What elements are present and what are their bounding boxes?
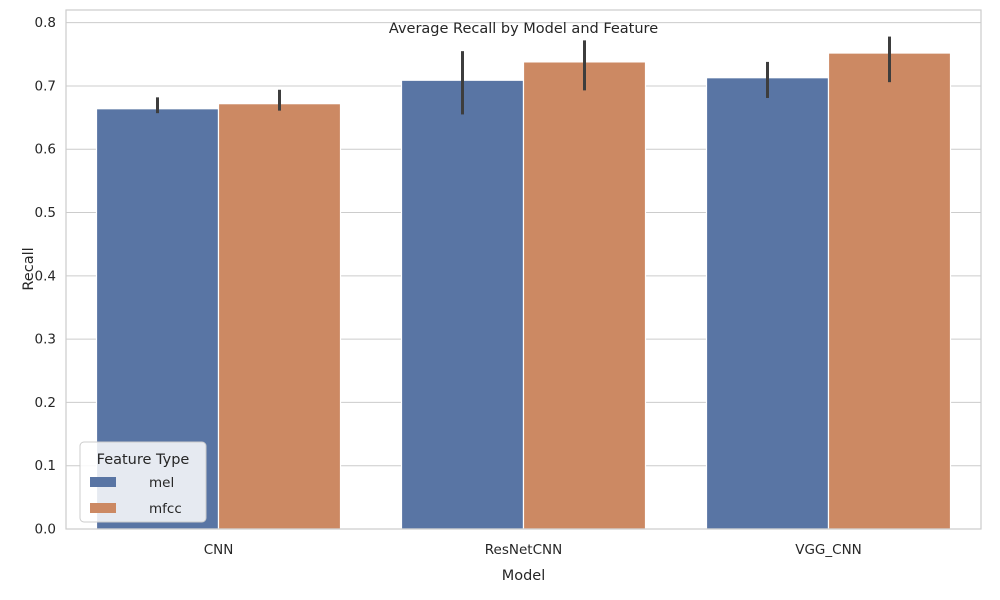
- bar-mfcc-VGG_CNN: [827, 52, 952, 530]
- bar-mfcc-CNN: [217, 103, 342, 530]
- bar-mfcc-ResNetCNN: [522, 61, 647, 530]
- chart-title: Average Recall by Model and Feature: [389, 21, 658, 37]
- x-tick-label: CNN: [204, 542, 234, 558]
- x-tick-label: ResNetCNN: [485, 542, 562, 558]
- y-tick-label: 0.3: [35, 332, 56, 348]
- x-axis-label: Model: [502, 568, 546, 584]
- bar-mel-VGG_CNN: [705, 77, 830, 530]
- legend-title: Feature Type: [97, 452, 190, 468]
- bars: [95, 52, 952, 530]
- legend-swatch-mfcc: [90, 503, 116, 513]
- y-tick-label: 0.5: [35, 205, 56, 221]
- legend: Feature Type mel mfcc: [79, 441, 207, 523]
- y-tick-label: 0.0: [35, 522, 56, 538]
- x-tick-label: VGG_CNN: [795, 542, 862, 558]
- y-tick-label: 0.6: [35, 142, 56, 158]
- y-axis-label: Recall: [21, 247, 37, 290]
- legend-label-mfcc: mfcc: [149, 501, 182, 517]
- legend-swatch-mel: [90, 477, 116, 487]
- legend-box: [79, 441, 207, 523]
- y-tick-label: 0.8: [35, 15, 56, 31]
- legend-label-mel: mel: [149, 475, 174, 491]
- y-tick-label: 0.1: [35, 458, 56, 474]
- y-tick-label: 0.2: [35, 395, 56, 411]
- y-tick-label: 0.7: [35, 78, 56, 94]
- x-axis-ticks: CNN ResNetCNN VGG_CNN: [204, 542, 862, 558]
- plot-border: [65, 9, 982, 530]
- y-tick-label: 0.4: [35, 268, 56, 284]
- y-axis-ticks: 0.0 0.1 0.2 0.3 0.4 0.5 0.6 0.7 0.8: [35, 15, 56, 537]
- bar-mel-ResNetCNN: [400, 79, 525, 530]
- error-bars: [156, 36, 891, 115]
